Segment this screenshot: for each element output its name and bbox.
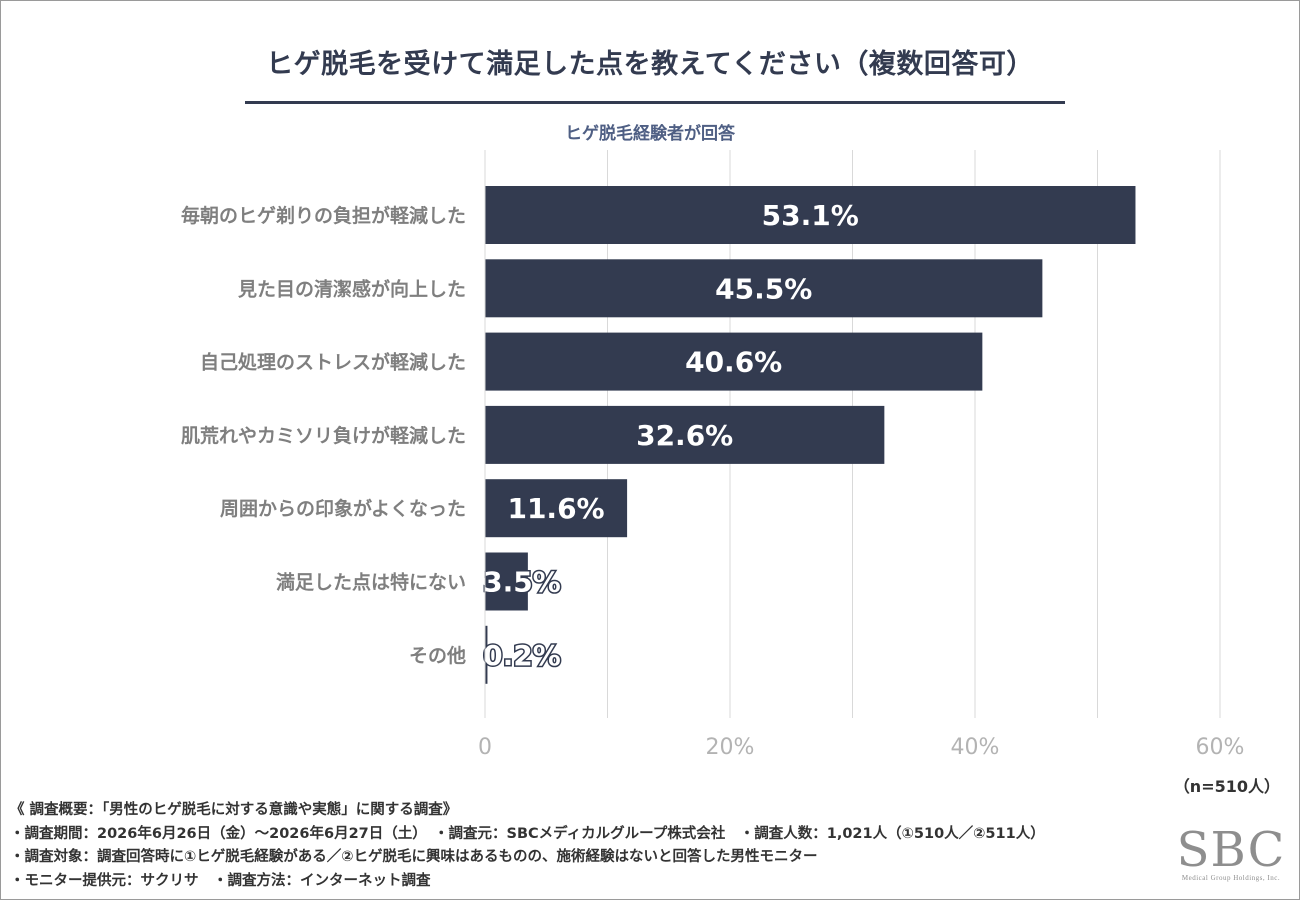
bar [485,479,628,538]
sample-size-label: （n=510人） [1173,777,1280,796]
value-label: 11.6% [507,492,604,525]
x-tick-label: 60% [1196,735,1245,760]
bar [485,625,488,684]
chart-subtitle: ヒゲ脱毛経験者が回答 [565,124,735,144]
value-label: 53.1% [762,199,859,232]
category-label: 満足した点は特にない [276,572,466,594]
survey-notes: 《 調査概要：「男性のヒゲ脱毛に対する意識や実態」に関する調査》 ・調査期間：2… [10,799,1045,893]
survey-note-line: ・モニター提供元：サクリサ ・調査方法：インターネット調査 [10,872,431,889]
survey-note-line: 《 調査概要：「男性のヒゲ脱毛に対する意識や実態」に関する調査》 [10,802,458,818]
logo-text: SBC [1176,822,1286,878]
x-tick-label: 0 [478,735,492,760]
value-label: 0.2% [483,639,561,672]
logo-subtext: Medical Group Holdings, Inc. [1181,874,1281,882]
category-label: その他 [409,644,466,667]
title-underline [245,101,1065,104]
category-label: 周囲からの印象がよくなった [220,497,466,520]
bar [485,259,1043,318]
bar [485,332,983,391]
value-label: 32.6% [636,419,733,452]
chart-title: ヒゲ脱毛を受けて満足した点を教えてください（複数回答可） [266,49,1034,80]
value-label: 40.6% [685,346,782,379]
x-tick-label: 40% [951,735,1000,760]
category-label: 肌荒れやカミソリ負けが軽減した [181,424,466,447]
category-label: 自己処理のストレスが軽減した [200,351,466,374]
bar [485,552,528,611]
survey-note-line: ・調査期間：2026年6月26日（金）～2026年6月27日（土） ・調査元：S… [10,825,1045,842]
value-label: 45.5% [715,272,812,305]
bar [485,405,885,464]
bars: 毎朝のヒゲ剃りの負担が軽減した 53.1% 見た目の清潔感が向上した 45.5% 自己処… [181,186,1136,684]
value-label: 3.5% [483,566,561,599]
sbc-logo: SBC Medical Group Holdings, Inc. [1172,824,1290,882]
category-label: 毎朝のヒゲ剃りの負担が軽減した [181,204,466,227]
bar [485,186,1136,244]
survey-note-line: ・調査対象：調査回答時に①ヒゲ脱毛経験がある／②ヒゲ脱毛に興味はあるものの、施術… [10,849,818,865]
axis: 0 20% 40% 60% [478,150,1244,760]
x-tick-label: 20% [706,735,755,760]
category-label: 見た目の清潔感が向上した [238,277,466,300]
